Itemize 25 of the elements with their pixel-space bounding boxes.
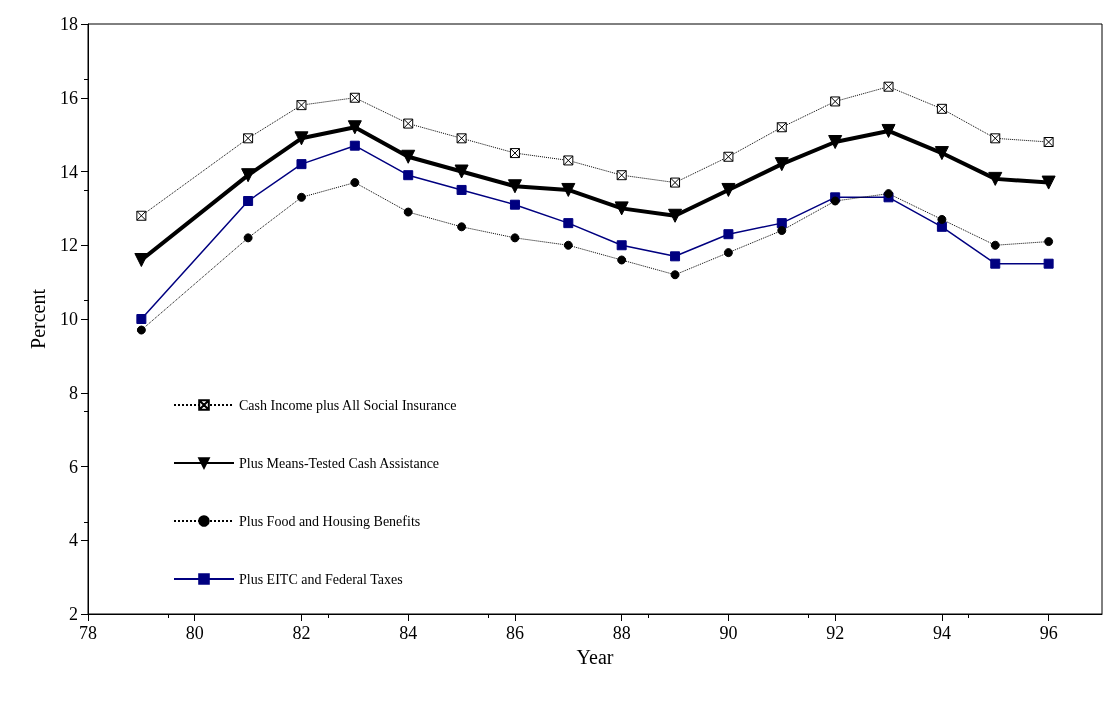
x-tick-label: 86 xyxy=(505,623,524,643)
x-tick-label: 88 xyxy=(612,623,631,643)
x-tick-label: 82 xyxy=(292,623,311,643)
legend-label: Plus EITC and Federal Taxes xyxy=(239,571,403,587)
y-tick-label: 16 xyxy=(60,87,78,108)
y-axis-title: Percent xyxy=(27,288,49,349)
x-tick-label: 92 xyxy=(826,623,845,643)
y-tick-label: 6 xyxy=(69,456,78,477)
legend-label: Plus Food and Housing Benefits xyxy=(239,513,421,529)
legend-label: Plus Means-Tested Cash Assistance xyxy=(239,455,440,471)
y-tick-label: 8 xyxy=(69,382,78,403)
legend-label: Cash Income plus All Social Insurance xyxy=(239,397,457,413)
y-tick-label: 14 xyxy=(60,161,78,182)
y-tick-label: 18 xyxy=(60,14,78,34)
y-tick-label: 10 xyxy=(60,309,78,329)
y-tick-label: 12 xyxy=(60,235,78,256)
y-tick-label: 2 xyxy=(69,604,78,624)
x-tick-label: 96 xyxy=(1039,623,1058,643)
x-axis-title: Year xyxy=(576,645,614,668)
x-tick-label: 94 xyxy=(932,623,951,643)
x-tick-label: 80 xyxy=(185,623,204,643)
x-tick-label: 78 xyxy=(79,623,97,643)
x-tick-label: 90 xyxy=(719,623,738,643)
y-tick-label: 4 xyxy=(69,530,78,551)
x-tick-label: 84 xyxy=(399,623,418,643)
